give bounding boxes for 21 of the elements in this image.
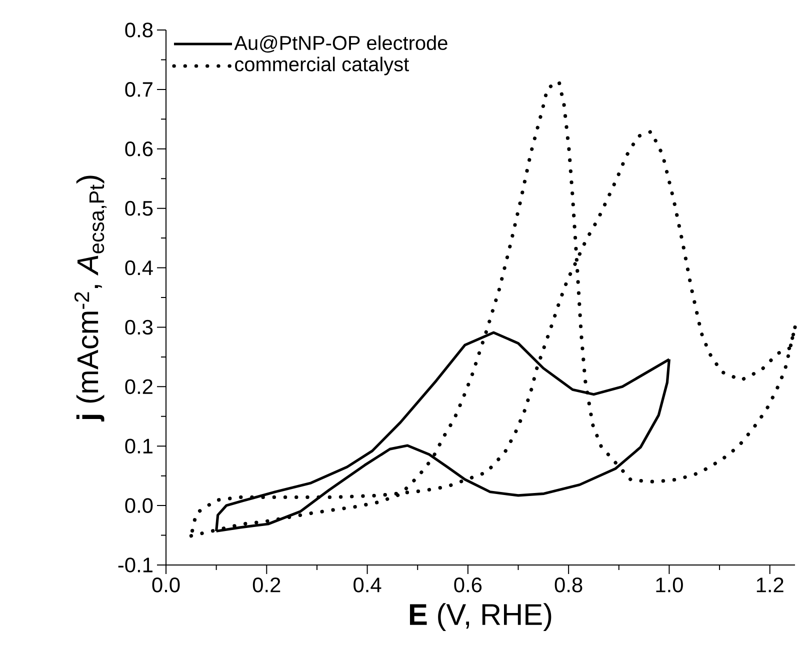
y-tick-label: -0.1 [118, 558, 152, 572]
x-tick-label: 1.0 [656, 578, 683, 592]
x-tick-label: 1.2 [756, 578, 784, 592]
x-tick-label: 0.4 [354, 578, 382, 592]
legend-label: commercial catalyst [235, 56, 409, 76]
y-tick-label: 0.6 [125, 141, 153, 156]
y-tick-label: 0.4 [125, 260, 153, 276]
y-tick-label: 0.2 [125, 379, 152, 394]
x-axis-title: E (V, RHE) [410, 603, 552, 632]
x-tick-label: 0.6 [454, 578, 482, 592]
y-tick-label: 0.3 [125, 320, 153, 335]
x-tick-label: 0.0 [152, 578, 180, 592]
y-tick-label: 0.1 [125, 438, 152, 454]
x-tick-label: 0.8 [554, 578, 582, 592]
y-axis-title: j (mAcm$^{-2}$, A$_{ecsa,Pt}$) [74, 176, 107, 422]
y-tick-label: 0.7 [125, 82, 152, 97]
y-tick-label: 0.5 [125, 200, 153, 216]
y-tick-label: 0.0 [125, 498, 153, 513]
x-tick-label: 0.2 [252, 578, 280, 592]
legend-label: Au@PtNP-OP electrode [234, 35, 448, 53]
y-tick-label: 0.8 [125, 22, 153, 38]
